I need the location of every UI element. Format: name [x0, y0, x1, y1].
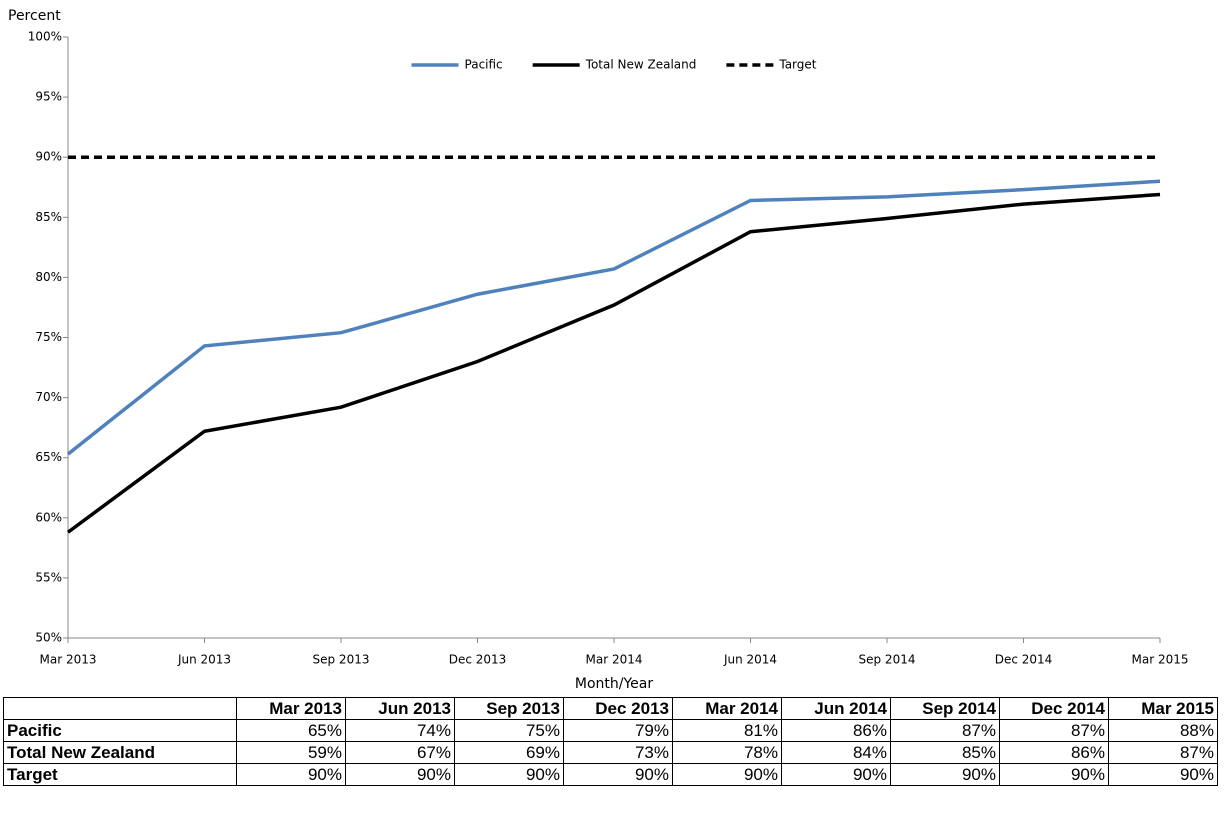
y-tick-label: 60% — [35, 510, 62, 524]
table-cell: Sep 2013 — [454, 697, 564, 720]
table-cell: 78% — [672, 741, 782, 764]
table-cell: 90% — [563, 763, 673, 786]
x-tick-label: Jun 2014 — [723, 653, 777, 667]
y-tick-label: 100% — [28, 30, 62, 44]
table-cell: 87% — [1108, 741, 1218, 764]
table-cell: 74% — [345, 719, 455, 742]
x-tick-label: Mar 2013 — [40, 653, 97, 667]
data-table: Mar 2013 Jun 2013 Sep 2013 Dec 2013 Mar 2014… — [3, 697, 1218, 786]
table-header: Mar 2013 Jun 2013 Sep 2013 Dec 2013 Mar 2014… — [3, 697, 1218, 720]
table-cell: 90% — [236, 763, 346, 786]
y-tick-label: 95% — [35, 90, 62, 104]
table-cell: Total New Zealand — [3, 741, 237, 764]
table-cell: 90% — [345, 763, 455, 786]
y-tick-label: 90% — [35, 150, 62, 164]
legend-label: Pacific — [465, 58, 503, 72]
table-cell: 65% — [236, 719, 346, 742]
y-tick-label: 85% — [35, 210, 62, 224]
table-cell: 69% — [454, 741, 564, 764]
series-line — [66, 192, 1161, 534]
table-cell: Mar 2014 — [672, 697, 782, 720]
x-tick-label: Jun 2013 — [177, 653, 231, 667]
y-tick-label: 50% — [35, 631, 62, 645]
table-cell: 73% — [563, 741, 673, 764]
y-tick-label: 55% — [35, 570, 62, 584]
y-tick-label: 70% — [35, 390, 62, 404]
y-tick-label: 80% — [35, 270, 62, 284]
y-tick-label: 75% — [35, 330, 62, 344]
table-cell: 79% — [563, 719, 673, 742]
x-tick-label: Sep 2014 — [859, 653, 916, 667]
table-cell: Mar 2015 — [1108, 697, 1218, 720]
table-row: Pacific 65% 74% 75% 79% 81% 86% 87% 87% 88% — [3, 719, 1218, 742]
table-cell: 90% — [781, 763, 891, 786]
table-cell: 67% — [345, 741, 455, 764]
legend-label: Total New Zealand — [585, 58, 697, 72]
x-tick-label: Dec 2013 — [449, 653, 507, 667]
table-cell: 87% — [890, 719, 1000, 742]
x-tick-label: Dec 2014 — [995, 653, 1053, 667]
y-tick-label: 65% — [35, 450, 62, 464]
table-cell: 86% — [781, 719, 891, 742]
x-tick-label: Mar 2014 — [586, 653, 643, 667]
series-line — [66, 179, 1161, 456]
table-cell: Target — [3, 763, 237, 786]
table-cell: 90% — [890, 763, 1000, 786]
legend-label: Target — [778, 58, 816, 72]
table-cell: Pacific — [3, 719, 237, 742]
table-row: Total New Zealand 59% 67% 69% 73% 78% 84% 85% 86… — [3, 741, 1218, 764]
table-cell: Sep 2014 — [890, 697, 1000, 720]
table-cell: 90% — [1108, 763, 1218, 786]
table-cell — [3, 697, 237, 720]
table-cell: Jun 2014 — [781, 697, 891, 720]
table-cell: 90% — [999, 763, 1109, 786]
table-row: Target 90% 90% 90% 90% 90% 90% 90% 90% 90% — [3, 763, 1218, 786]
table-cell: Mar 2013 — [236, 697, 346, 720]
x-tick-label: Sep 2013 — [313, 653, 370, 667]
chart: Percent Month/Year 50% 55% 60% 65% 70% 75% 80%… — [8, 8, 1189, 692]
table-cell: 85% — [890, 741, 1000, 764]
table-cell: Dec 2014 — [999, 697, 1109, 720]
table-cell: 90% — [454, 763, 564, 786]
table-cell: Jun 2013 — [345, 697, 455, 720]
y-axis-title: Percent — [8, 8, 61, 24]
table-cell: 81% — [672, 719, 782, 742]
table-cell: 84% — [781, 741, 891, 764]
table-cell: 75% — [454, 719, 564, 742]
table-cell: 90% — [672, 763, 782, 786]
x-tick-label: Mar 2015 — [1132, 653, 1189, 667]
table-cell: 59% — [236, 741, 346, 764]
table-cell: 86% — [999, 741, 1109, 764]
table-cell: 88% — [1108, 719, 1218, 742]
table-cell: 87% — [999, 719, 1109, 742]
table-cell: Dec 2013 — [563, 697, 673, 720]
legend: Pacific Total New Zealand Target — [411, 58, 817, 72]
x-axis-title: Month/Year — [575, 676, 653, 690]
